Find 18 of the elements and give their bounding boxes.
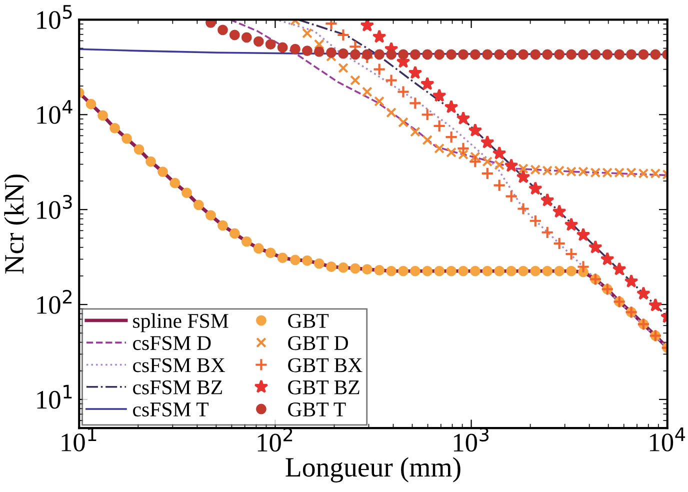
y-tick-label: 10$^{1}$ [37, 384, 72, 409]
legend-label: spline FSM [133, 313, 228, 332]
x-tick-label: 10$^{4}$ [650, 428, 686, 452]
x-axis-title: Longueur (mm) [286, 457, 460, 482]
legend-label: GBT BZ [288, 380, 360, 394]
y-axis-title: Ncr (kN) [4, 174, 30, 274]
y-tick-label: 10$^{5}$ [37, 5, 72, 29]
y-tick-label: 10$^{4}$ [37, 100, 72, 124]
y-tick-label: 10$^{3}$ [37, 194, 72, 219]
legend-label: GBT BX [288, 358, 362, 372]
legend-label: csFSM D [133, 336, 211, 350]
legend-label: GBT [288, 314, 329, 328]
legend-label: csFSM BZ [133, 380, 222, 394]
legend-label: csFSM T [133, 402, 209, 417]
legend-label: GBT D [288, 336, 348, 350]
y-tick-label: 10$^{2}$ [37, 290, 72, 314]
legend-label: GBT T [288, 402, 346, 417]
legend-label: csFSM BX [133, 358, 226, 372]
